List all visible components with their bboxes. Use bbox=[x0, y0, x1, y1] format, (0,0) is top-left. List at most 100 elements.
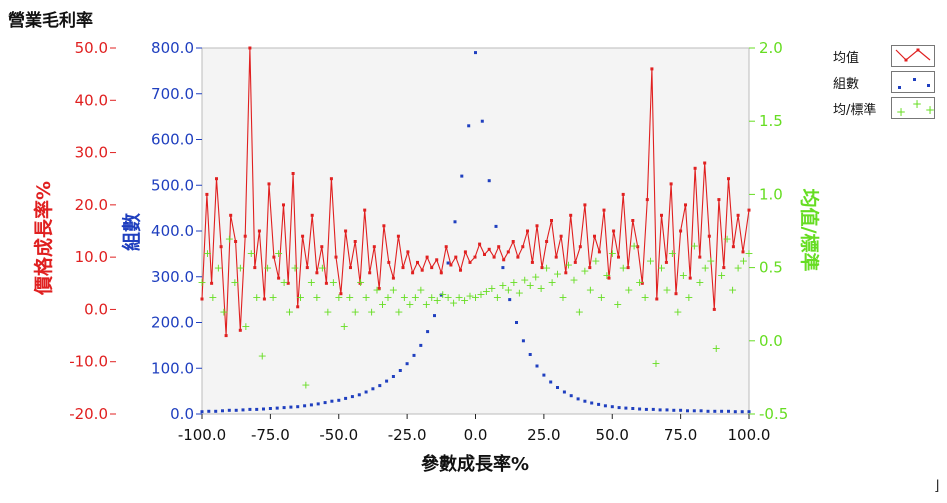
mean-series-point bbox=[387, 260, 391, 264]
left-inner-tick-label: 100.0 bbox=[151, 359, 194, 377]
mean-std-series-point: + bbox=[471, 291, 480, 304]
mean-std-series-point: + bbox=[438, 288, 447, 301]
mean-std-series-point: + bbox=[476, 288, 485, 301]
count-series-point bbox=[658, 408, 662, 412]
mean-series-point bbox=[262, 297, 266, 301]
mean-series-point bbox=[420, 268, 424, 272]
mean-series-point bbox=[679, 229, 683, 233]
left-inner-tick-label: 200.0 bbox=[151, 314, 194, 332]
mean-std-series-point: + bbox=[706, 254, 715, 267]
count-series-point bbox=[350, 395, 354, 399]
mean-series-point bbox=[535, 224, 539, 228]
right-tick-label: 1.0 bbox=[759, 185, 783, 203]
mean-std-series-point: + bbox=[372, 284, 381, 297]
mean-std-series-point: + bbox=[307, 276, 316, 289]
count-series-point bbox=[446, 261, 450, 265]
count-series-point bbox=[426, 330, 430, 334]
mean-std-series-point: + bbox=[465, 289, 474, 302]
count-series-point bbox=[480, 119, 484, 123]
mean-series-point bbox=[559, 234, 563, 238]
mean-series-point bbox=[722, 266, 726, 270]
left-inner-tick-label: 500.0 bbox=[151, 176, 194, 194]
mean-series-point bbox=[554, 255, 558, 259]
count-series-point bbox=[289, 405, 293, 409]
svg-text:+: + bbox=[896, 105, 906, 119]
x-axis-label: 參數成長率% bbox=[421, 453, 529, 475]
mean-std-series-point: + bbox=[657, 262, 666, 275]
mean-std-series-point: + bbox=[493, 291, 502, 304]
x-tick-label: -100.0 bbox=[178, 426, 226, 444]
mean-series-point bbox=[506, 250, 510, 254]
left-outer-tick-label: 40.0 bbox=[75, 91, 108, 109]
count-series-point bbox=[556, 386, 559, 389]
mean-std-series-point: + bbox=[744, 247, 753, 260]
left-outer-tick-label: -20.0 bbox=[69, 405, 108, 423]
mean-series-point bbox=[396, 234, 400, 238]
count-series-point bbox=[262, 407, 265, 411]
count-series-point bbox=[323, 401, 327, 405]
mean-std-series-point: + bbox=[613, 298, 622, 311]
right-axis-label: 均值/標準 bbox=[798, 189, 821, 272]
count-series-point bbox=[275, 406, 279, 410]
x-tick-label: -25.0 bbox=[388, 426, 427, 444]
mean-std-series-point: + bbox=[411, 291, 420, 304]
count-series-point bbox=[439, 293, 443, 297]
count-series-point bbox=[576, 397, 580, 401]
mean-series-point bbox=[329, 177, 333, 181]
count-series-point bbox=[248, 407, 252, 411]
count-series-point bbox=[487, 179, 491, 183]
mean-std-series-point: + bbox=[547, 276, 556, 289]
mean-std-series-point: + bbox=[690, 240, 699, 253]
count-series-point bbox=[631, 407, 635, 410]
left-inner-axis-label: 組數 bbox=[120, 213, 143, 251]
mean-series-point bbox=[664, 260, 668, 264]
mean-series-point bbox=[439, 271, 443, 275]
mean-series-point bbox=[502, 258, 506, 262]
mean-std-series-point: + bbox=[662, 284, 671, 297]
mean-series-point bbox=[243, 234, 247, 238]
mean-std-series-point: + bbox=[542, 262, 551, 275]
x-tick-label: 75.0 bbox=[664, 426, 697, 444]
mean-std-series-point: + bbox=[323, 306, 332, 319]
left-outer-tick-label: 50.0 bbox=[75, 39, 108, 57]
mean-series-point bbox=[430, 266, 434, 270]
mean-series-point bbox=[291, 172, 295, 175]
mean-series-point bbox=[741, 250, 745, 254]
axes-layer: -100.0 -75.0 -50.0 -25.0 0.0 25.0 50.0 75.0 100.… bbox=[69, 39, 788, 444]
count-series-point bbox=[672, 408, 676, 412]
count-series-point bbox=[371, 387, 375, 391]
count-series-point bbox=[665, 408, 669, 412]
mean-series-point bbox=[655, 297, 659, 301]
mean-std-series-point: + bbox=[635, 276, 644, 289]
count-series-point bbox=[515, 321, 518, 324]
mean-series-point bbox=[253, 266, 257, 270]
mean-std-series-point: + bbox=[230, 276, 239, 289]
mean-series-point bbox=[229, 213, 233, 217]
mean-series-point bbox=[353, 240, 357, 243]
legend-swatch-count bbox=[891, 71, 935, 93]
mean-std-series-point: + bbox=[405, 298, 414, 311]
count-series-point bbox=[747, 410, 751, 414]
mean-series-point bbox=[444, 245, 448, 249]
mean-std-series-point: + bbox=[619, 262, 628, 275]
count-series-point bbox=[713, 409, 717, 413]
mean-std-series-point: + bbox=[558, 291, 567, 304]
mean-series-point bbox=[712, 307, 716, 311]
mean-series-point bbox=[310, 213, 314, 217]
mean-series-point bbox=[492, 255, 496, 259]
count-series-point bbox=[692, 409, 696, 413]
mean-series-point bbox=[473, 255, 477, 259]
mean-series-point bbox=[272, 255, 276, 259]
plot-area bbox=[201, 47, 750, 415]
count-series-point bbox=[467, 124, 471, 128]
count-series-point bbox=[337, 398, 341, 402]
mean-std-series-point: + bbox=[701, 262, 710, 275]
mean-std-series-point: + bbox=[416, 284, 425, 297]
mean-series-point bbox=[747, 208, 751, 212]
count-series-point bbox=[200, 410, 204, 414]
mean-std-series-point: + bbox=[504, 284, 513, 297]
mean-std-series-point: + bbox=[608, 247, 617, 260]
mean-series-point bbox=[674, 292, 678, 296]
mean-std-series-point: + bbox=[389, 284, 398, 297]
mean-series-point bbox=[296, 305, 300, 309]
